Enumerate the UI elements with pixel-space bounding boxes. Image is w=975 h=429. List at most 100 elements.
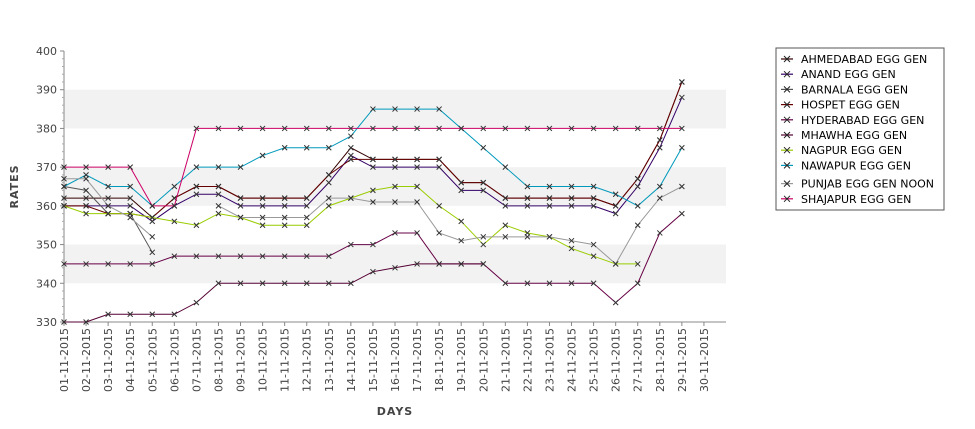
data-point bbox=[458, 237, 465, 244]
data-point bbox=[237, 164, 244, 170]
data-point bbox=[436, 106, 442, 112]
data-point bbox=[546, 203, 553, 209]
legend-marker bbox=[783, 162, 791, 169]
data-point bbox=[502, 195, 509, 201]
data-point bbox=[215, 210, 222, 217]
data-point bbox=[237, 214, 244, 221]
data-point bbox=[458, 179, 465, 186]
data-point bbox=[568, 245, 575, 252]
data-point bbox=[83, 203, 89, 209]
data-point bbox=[83, 187, 89, 194]
data-point bbox=[480, 233, 487, 240]
data-point bbox=[502, 125, 509, 132]
data-point bbox=[171, 203, 178, 209]
data-point bbox=[634, 280, 641, 287]
data-point bbox=[193, 164, 200, 170]
data-point bbox=[568, 237, 575, 244]
legend-marker bbox=[783, 195, 791, 203]
data-point bbox=[215, 125, 222, 132]
data-point bbox=[546, 125, 553, 132]
legend-marker bbox=[783, 131, 791, 139]
series-8 bbox=[61, 106, 685, 209]
data-point bbox=[215, 203, 222, 209]
data-point bbox=[370, 199, 376, 205]
data-point bbox=[502, 222, 509, 229]
y-tick-label: 330 bbox=[36, 316, 57, 329]
data-point bbox=[83, 175, 89, 182]
data-point bbox=[149, 214, 156, 221]
data-point bbox=[193, 222, 200, 229]
data-point bbox=[414, 156, 420, 163]
data-point bbox=[436, 203, 442, 209]
data-point bbox=[414, 199, 420, 205]
data-point bbox=[502, 233, 509, 240]
x-tick-label: 11-11-2015 bbox=[279, 328, 292, 392]
data-point bbox=[105, 195, 111, 201]
data-point bbox=[281, 280, 288, 287]
legend: AHMEDABAD EGG GEN ANAND EGG GEN BARNALA EG… bbox=[775, 47, 945, 211]
data-point bbox=[414, 183, 420, 190]
legend-label: MHAWHA EGG GEN bbox=[801, 129, 907, 142]
data-point bbox=[392, 164, 398, 170]
data-point bbox=[215, 280, 222, 287]
data-point bbox=[259, 203, 266, 209]
y-axis: 330 340 350 360 370 380 390 400 bbox=[36, 45, 65, 329]
data-point bbox=[259, 214, 266, 221]
x-tick-label: 15-11-2015 bbox=[367, 328, 380, 392]
legend-label: HYDERABAD EGG GEN bbox=[801, 114, 924, 127]
data-point bbox=[392, 264, 398, 271]
data-point bbox=[237, 125, 244, 132]
data-point bbox=[458, 261, 465, 267]
data-point bbox=[634, 175, 641, 182]
data-point bbox=[237, 253, 244, 260]
data-point bbox=[83, 195, 89, 201]
data-point bbox=[61, 183, 67, 190]
data-point bbox=[83, 210, 89, 217]
x-tick-label: 09-11-2015 bbox=[235, 328, 248, 392]
data-point bbox=[61, 195, 67, 201]
y-tick-label: 360 bbox=[36, 200, 57, 213]
x-tick-label: 23-11-2015 bbox=[543, 328, 556, 392]
data-point bbox=[612, 210, 619, 217]
data-point bbox=[61, 203, 67, 209]
data-point bbox=[568, 203, 575, 209]
data-point bbox=[127, 203, 134, 209]
data-point bbox=[325, 203, 332, 209]
x-tick-label: 04-11-2015 bbox=[124, 328, 137, 392]
data-point bbox=[414, 230, 420, 236]
data-point bbox=[303, 144, 310, 151]
data-point bbox=[679, 210, 685, 217]
data-point bbox=[370, 106, 376, 112]
data-point bbox=[61, 261, 67, 267]
data-point bbox=[215, 253, 222, 260]
data-point bbox=[149, 261, 156, 267]
legend-marker bbox=[783, 146, 791, 154]
x-tick-label: 13-11-2015 bbox=[323, 328, 336, 392]
data-point bbox=[590, 183, 597, 190]
data-point bbox=[392, 106, 398, 112]
data-point bbox=[392, 199, 398, 205]
data-point bbox=[105, 311, 111, 318]
data-point bbox=[679, 144, 685, 151]
data-point bbox=[348, 133, 354, 140]
data-point bbox=[458, 187, 465, 194]
data-point bbox=[656, 183, 663, 190]
data-point bbox=[634, 203, 641, 209]
x-tick-label: 10-11-2015 bbox=[257, 328, 270, 392]
data-point bbox=[259, 253, 266, 260]
data-point bbox=[149, 233, 156, 240]
legend-label: NAGPUR EGG GEN bbox=[801, 144, 902, 157]
data-point bbox=[458, 125, 465, 132]
series-line bbox=[218, 186, 683, 265]
x-tick-label: 25-11-2015 bbox=[588, 328, 601, 392]
data-point bbox=[612, 125, 619, 132]
data-point bbox=[679, 125, 685, 132]
y-tick-label: 350 bbox=[36, 239, 57, 252]
data-point bbox=[303, 214, 310, 221]
data-point bbox=[127, 261, 134, 267]
legend-item: NAWAPUR EGG GEN bbox=[781, 159, 911, 172]
data-point bbox=[436, 261, 442, 267]
data-point bbox=[414, 261, 420, 267]
data-point bbox=[259, 195, 266, 201]
